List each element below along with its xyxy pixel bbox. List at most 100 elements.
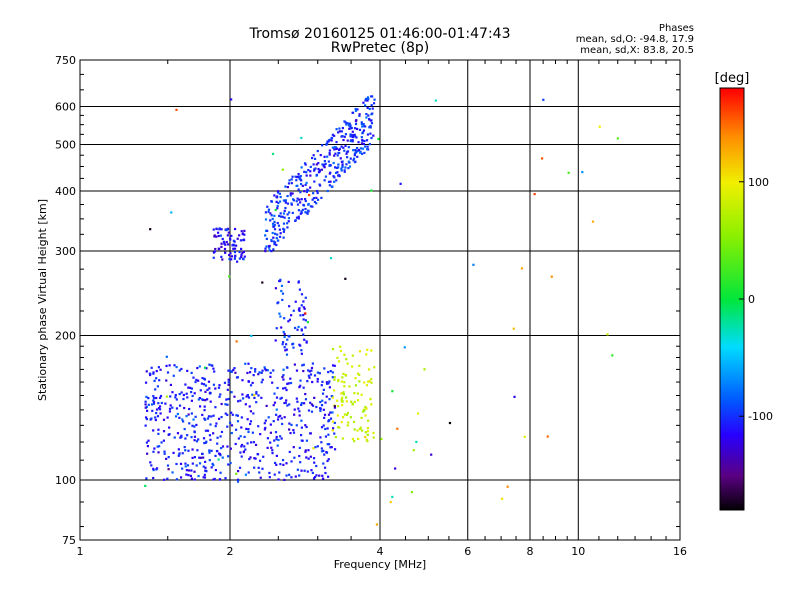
echo-point	[299, 314, 302, 317]
echo-point	[239, 239, 243, 242]
echo-point	[337, 378, 340, 381]
echo-point	[233, 250, 237, 254]
noise-point	[165, 355, 168, 358]
echo-point	[203, 377, 206, 380]
colorbar-segment	[720, 336, 744, 339]
y-tick-label: 300	[55, 245, 76, 258]
colorbar-segment	[720, 286, 744, 289]
echo-point	[358, 364, 361, 367]
colorbar-segment	[720, 116, 744, 119]
echo-point	[212, 251, 216, 254]
colorbar-segment	[720, 214, 744, 217]
echo-point	[331, 420, 335, 423]
echo-point	[288, 422, 291, 425]
echo-point	[328, 149, 331, 152]
echo-point	[360, 136, 363, 139]
echo-point	[373, 98, 376, 101]
echo-point	[333, 389, 336, 392]
echo-point	[278, 192, 282, 195]
echo-point	[150, 464, 153, 467]
echo-point	[338, 127, 341, 130]
echo-point	[349, 127, 353, 130]
echo-point	[316, 149, 319, 153]
echo-point	[315, 464, 318, 468]
echo-point	[257, 466, 260, 469]
echo-point	[320, 426, 324, 429]
echo-point	[310, 403, 313, 406]
echo-point	[316, 377, 319, 381]
colorbar-segment	[720, 232, 744, 235]
echo-point	[178, 404, 182, 407]
noise-point	[306, 321, 310, 324]
echo-point	[208, 459, 211, 462]
echo-point	[299, 433, 303, 437]
echo-point	[270, 446, 273, 449]
echo-point	[342, 138, 345, 142]
echo-point	[317, 167, 320, 171]
echo-point	[315, 174, 318, 177]
echo-point	[175, 366, 178, 369]
echo-point	[243, 435, 246, 439]
colorbar-segment	[720, 438, 744, 441]
echo-point	[274, 431, 278, 434]
echo-point	[354, 127, 357, 130]
echo-point	[309, 205, 312, 208]
echo-point	[266, 205, 269, 208]
noise-point	[288, 473, 291, 476]
echo-point	[362, 125, 365, 128]
echo-point	[183, 406, 186, 410]
echo-point	[255, 401, 258, 404]
echo-point	[200, 382, 204, 385]
echo-point	[320, 447, 323, 450]
echo-point	[276, 239, 280, 242]
echo-point	[282, 378, 285, 381]
noise-point	[513, 395, 516, 398]
echo-point	[230, 424, 234, 427]
echo-point	[366, 145, 369, 148]
echo-point	[300, 304, 303, 307]
echo-point	[264, 229, 268, 232]
echo-point	[349, 416, 352, 419]
echo-point	[191, 462, 194, 465]
echo-point	[162, 418, 166, 421]
echo-point	[256, 453, 260, 456]
echo-point	[314, 167, 317, 170]
echo-point	[236, 469, 240, 473]
echo-point	[349, 135, 352, 138]
echo-point	[158, 408, 162, 411]
echo-point	[269, 431, 272, 434]
echo-point	[297, 175, 300, 178]
echo-point	[366, 348, 369, 351]
echo-point	[310, 469, 313, 472]
echo-point	[309, 373, 313, 376]
stats-x: mean, sd,X: 83.8, 20.5	[580, 45, 694, 56]
colorbar-segment	[720, 188, 744, 191]
echo-point	[304, 183, 307, 187]
echo-point	[316, 445, 319, 448]
echo-point	[358, 380, 361, 383]
echo-point	[328, 184, 331, 187]
echo-point	[285, 353, 289, 356]
echo-point	[228, 369, 231, 372]
echo-point	[159, 412, 162, 415]
echo-point	[348, 385, 351, 388]
echo-point	[195, 440, 199, 443]
echo-point	[225, 228, 228, 232]
echo-point	[273, 220, 276, 223]
echo-point	[340, 145, 343, 148]
echo-point	[355, 136, 358, 139]
echo-point	[275, 196, 278, 199]
echo-point	[193, 439, 196, 442]
echo-point	[158, 379, 161, 382]
echo-point	[240, 255, 243, 259]
echo-point	[301, 208, 304, 211]
echo-point	[246, 418, 249, 421]
echo-point	[213, 477, 216, 481]
echo-point	[298, 288, 302, 291]
echo-point	[201, 452, 204, 456]
colorbar-segment	[720, 102, 744, 105]
echo-point	[279, 315, 282, 318]
echo-point	[364, 125, 367, 128]
colorbar-segment	[720, 272, 744, 275]
echo-point	[372, 134, 375, 137]
